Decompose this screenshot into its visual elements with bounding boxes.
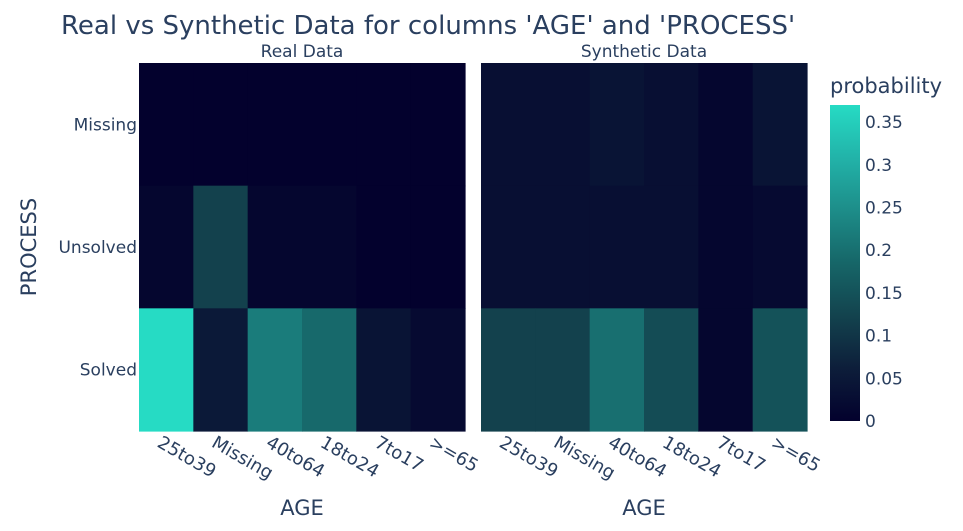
heatmap-cell (752, 308, 808, 432)
colorbar-tick-label: 0.25 (865, 198, 903, 218)
x-tick-label: 18to24 (317, 432, 383, 482)
heatmap-cell (193, 185, 249, 309)
x-axis-title: AGE (280, 496, 324, 520)
heatmap-cell (247, 63, 303, 187)
heatmap-cell (481, 63, 536, 187)
colorbar-tick-label: 0.15 (865, 284, 903, 304)
x-tick-label: 25to39 (154, 432, 220, 482)
panel-subtitle: Synthetic Data (581, 42, 707, 62)
heatmap-cell (535, 308, 591, 432)
heatmap-cell (193, 308, 249, 432)
heatmap-cell (644, 185, 699, 309)
heatmap-cell (193, 63, 249, 187)
x-tick-label: 25to39 (496, 432, 562, 482)
heatmap-cell (644, 63, 699, 187)
colorbar-tick-label: 0.3 (865, 156, 892, 176)
heatmap-cell (356, 185, 412, 309)
heatmap-cell (410, 63, 466, 187)
y-tick-label: Unsolved (58, 238, 137, 258)
colorbar-tick-label: 0.1 (865, 327, 892, 347)
heatmap-cell (302, 308, 357, 432)
y-axis-title: PROCESS (17, 198, 41, 296)
heatmap-cell (481, 308, 536, 432)
heatmap-cell (410, 185, 466, 309)
heatmap-cell (139, 185, 194, 309)
x-tick-label: 40to64 (604, 432, 670, 482)
colorbar-gradient (830, 105, 860, 421)
heatmap-cell (139, 63, 194, 187)
heatmap-cell (698, 185, 754, 309)
heatmap-cell (356, 308, 412, 432)
heatmap-cell (535, 63, 591, 187)
heatmap-cell (302, 63, 357, 187)
x-tick-label: Missing (550, 432, 619, 484)
y-tick-label: Missing (74, 115, 137, 135)
heatmap-cell (644, 308, 699, 432)
colorbar-tick-label: 0.35 (865, 113, 903, 133)
heatmap-cell (356, 63, 412, 187)
x-tick-label: 40to64 (262, 432, 328, 482)
heatmap-cell (139, 308, 194, 432)
heatmap-cell (535, 185, 591, 309)
colorbar-tick-label: 0.2 (865, 241, 892, 261)
x-tick-label: Missing (208, 432, 277, 484)
heatmap-cell (752, 63, 808, 187)
colorbar: probability 0 0.05 0.1 0.15 0.2 0.25 0.3 0.35 (830, 74, 942, 432)
x-tick-label: 7to17 (713, 432, 769, 476)
heatmap-panel-1: Synthetic Data 25to39Missing40to6418to247… (481, 42, 824, 520)
heatmap-cell (481, 185, 536, 309)
heatmap-cell (247, 308, 303, 432)
heatmap-cell (410, 308, 466, 432)
colorbar-title: probability (830, 74, 942, 98)
x-tick-label: >=65 (767, 432, 823, 477)
colorbar-tick-label: 0.05 (865, 369, 903, 389)
y-tick-label: Solved (80, 361, 137, 381)
heatmap-cell (752, 185, 808, 309)
panel-subtitle: Real Data (261, 42, 344, 62)
x-tick-label: 18to24 (659, 432, 725, 482)
heatmap-cell (589, 185, 645, 309)
heatmap-cell (698, 308, 754, 432)
heatmap-cell (247, 185, 303, 309)
heatmap-cell (698, 63, 754, 187)
heatmap-cell (589, 63, 645, 187)
heatmap-panels: Real Data25to39Missing40to6418to247to17>… (58, 42, 823, 520)
colorbar-tick-label: 0 (865, 412, 876, 432)
colorbar-ticks: 0 0.05 0.1 0.15 0.2 0.25 0.3 0.35 (865, 113, 903, 432)
heatmap-cell (589, 308, 645, 432)
x-axis-title: AGE (622, 496, 666, 520)
x-tick-label: >=65 (425, 432, 481, 477)
heatmap-cell (302, 185, 357, 309)
x-tick-label: 7to17 (371, 432, 427, 476)
chart-title: Real vs Synthetic Data for columns 'AGE'… (61, 11, 795, 41)
heatmap-panel-0: Real Data25to39Missing40to6418to247to17>… (58, 42, 481, 520)
